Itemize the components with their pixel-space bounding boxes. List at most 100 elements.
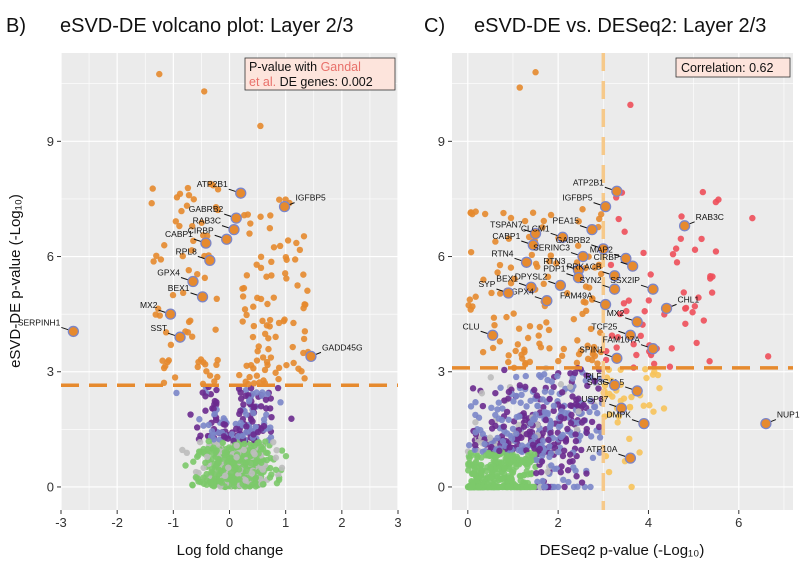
panel-c-data-point <box>647 271 654 278</box>
labeled-gene-point <box>647 283 659 295</box>
panel-c-annotation-text: Correlation: 0.62 <box>681 61 773 75</box>
panel-c-data-point <box>698 235 705 243</box>
panel-b-data-point <box>239 293 247 300</box>
panel-c-data-point <box>550 402 558 410</box>
panel-b-data-point <box>253 389 260 396</box>
panel-c-data-point <box>693 339 700 347</box>
panel-b-data-point <box>249 418 256 425</box>
panel-b-data-point <box>161 242 168 249</box>
panel-b-data-point <box>184 184 192 192</box>
panel-c-data-point <box>531 445 538 452</box>
panel-c-data-point <box>538 468 545 476</box>
panel-b-data-point <box>207 391 215 398</box>
panel-c-data-point <box>749 214 756 222</box>
panel-c-data-point <box>472 411 479 419</box>
panel-c-data-point <box>570 315 578 323</box>
panel-c-data-point <box>480 276 487 283</box>
panel-b-y-axis-label: eSVD-DE p-value (-Log₁₀) <box>7 194 24 368</box>
panel-c-data-point <box>651 368 658 376</box>
labeled-gene-point <box>647 343 659 355</box>
panel-c-data-point <box>546 345 553 352</box>
panel-c-data-point <box>513 373 520 381</box>
panel-b-data-point <box>276 242 284 250</box>
gene-label: FAM49A <box>560 291 593 301</box>
labeled-gene-point <box>615 402 628 414</box>
panel-b-data-point <box>203 368 210 375</box>
panel-c-data-point <box>488 418 495 426</box>
panel-b-data-point <box>283 275 290 282</box>
panel-b-data-point <box>253 372 261 379</box>
panel-c-data-point <box>540 371 548 378</box>
panel-b-data-point <box>188 247 195 254</box>
panel-c-data-point <box>490 314 498 321</box>
panel-b-data-point <box>208 428 216 435</box>
panel-c-data-point <box>494 406 501 413</box>
panel-c-data-point <box>668 345 675 352</box>
panel-b-data-point <box>173 389 180 397</box>
labeled-gene-point <box>586 224 598 236</box>
panel-c-data-point <box>578 479 586 486</box>
panel-b-data-point <box>227 469 235 476</box>
panel-c-data-point <box>501 465 508 472</box>
panel-b-data-point <box>259 481 267 488</box>
panel-b-data-point <box>242 386 250 394</box>
panel-c-data-point <box>587 433 595 440</box>
panel-c-data-point <box>467 248 475 256</box>
panel-b-data-point <box>221 472 229 480</box>
panel-b-data-point <box>153 252 160 260</box>
panel-c-data-point <box>496 261 504 269</box>
panel-c-data-point <box>518 391 525 399</box>
panel-b-data-point <box>240 401 247 408</box>
panel-b-data-point <box>195 452 202 459</box>
panel-c-data-point <box>544 273 552 281</box>
gene-label: GPX4 <box>511 287 534 297</box>
panel-c-data-point <box>643 374 650 382</box>
gene-label: TCF25 <box>591 321 617 331</box>
panel-b-data-point <box>242 429 250 436</box>
panel-b-x-tick-label: -2 <box>111 515 123 530</box>
panel-b-data-point <box>211 410 218 418</box>
panel-b-data-point <box>198 219 205 226</box>
labeled-gene-point <box>200 237 212 249</box>
panel-b-data-point <box>267 424 274 431</box>
panel-c-data-point <box>509 469 517 476</box>
panel-b-data-point <box>220 415 227 422</box>
labeled-gene-point <box>228 224 240 236</box>
panel-c-data-point <box>548 462 555 469</box>
gene-label: CLCM1 <box>521 223 550 233</box>
panel-b-data-point <box>150 258 157 265</box>
panel-c-data-point <box>547 422 554 429</box>
panel-c-data-point <box>505 352 512 359</box>
panel-b-data-point <box>258 459 265 466</box>
panel-c-data-point <box>468 483 475 491</box>
panel-c-data-point <box>481 210 489 218</box>
panel-b-data-point <box>237 407 244 414</box>
panel-c-data-point <box>534 421 541 429</box>
panel-b-data-point <box>162 329 170 336</box>
panel-c-data-point <box>582 299 589 306</box>
panel-b-data-point <box>200 448 207 456</box>
panel-b-data-point <box>185 318 193 326</box>
panel-b-data-point <box>274 384 282 392</box>
labeled-gene-point <box>608 283 621 295</box>
panel-b-data-point <box>300 271 307 278</box>
panel-c-data-point <box>677 235 685 242</box>
panel-c-data-point <box>764 353 772 360</box>
panel-c-data-point <box>586 408 593 416</box>
panel-c-data-point <box>567 419 575 427</box>
panel-c-data-point <box>544 376 551 384</box>
gene-label: RTN4 <box>491 248 513 258</box>
panel-c-data-point <box>465 442 473 449</box>
panel-b-data-point <box>176 222 183 230</box>
panel-b-data-point <box>260 422 268 430</box>
panel-c-data-point <box>541 388 549 395</box>
panel-b-data-point <box>169 291 177 299</box>
panel-b-data-point <box>250 431 257 438</box>
gene-label: GADD45G <box>322 342 363 352</box>
panel-c-data-point <box>472 458 480 466</box>
panel-c-data-point <box>640 402 647 409</box>
panel-b-data-point <box>172 218 180 225</box>
panel-c-data-point <box>515 446 522 454</box>
panel-c-data-point <box>516 84 523 91</box>
labeled-gene-point <box>520 256 533 268</box>
